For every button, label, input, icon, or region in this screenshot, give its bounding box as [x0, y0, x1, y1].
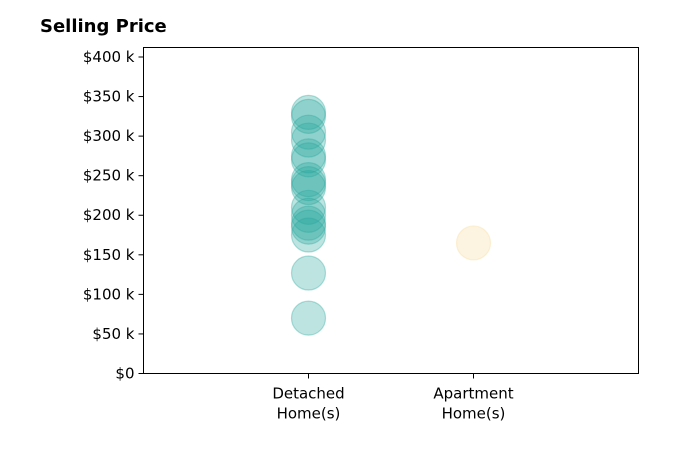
data-point [290, 217, 327, 253]
chart-title: Selling Price [40, 16, 167, 37]
data-point [290, 94, 327, 130]
y-tick-label: $150 k [83, 246, 135, 264]
y-tick-label: $400 k [83, 48, 135, 66]
data-point [290, 122, 327, 158]
y-tick-label: $0 [115, 365, 134, 383]
data-point [290, 162, 327, 198]
y-tick-label: $200 k [83, 206, 135, 224]
data-point [290, 209, 327, 245]
y-tick-label: $50 k [92, 325, 134, 343]
data-point [290, 165, 327, 202]
plot-frame [143, 47, 639, 374]
data-point [290, 138, 327, 174]
data-point [290, 169, 327, 206]
data-point [290, 255, 327, 291]
x-axis: Detached Home(s) Apartment Home(s) [272, 373, 514, 423]
data-point [290, 189, 327, 225]
y-axis: $0 $50 k $100 k $150 k $200 k $250 k $300 k $35… [83, 48, 144, 383]
data-point [455, 225, 492, 261]
data-point [290, 197, 327, 233]
data-points [290, 94, 492, 336]
data-point [290, 142, 327, 178]
y-tick-label: $350 k [83, 88, 135, 106]
data-point [290, 205, 327, 241]
x-tick-label: Apartment Home(s) [433, 385, 513, 423]
data-point [290, 98, 327, 134]
x-tick-label: Detached Home(s) [272, 385, 344, 423]
y-tick-label: $250 k [83, 167, 135, 185]
data-point [290, 300, 327, 336]
y-tick-label: $300 k [83, 127, 135, 145]
y-tick-label: $100 k [83, 285, 135, 303]
data-point [290, 114, 327, 150]
